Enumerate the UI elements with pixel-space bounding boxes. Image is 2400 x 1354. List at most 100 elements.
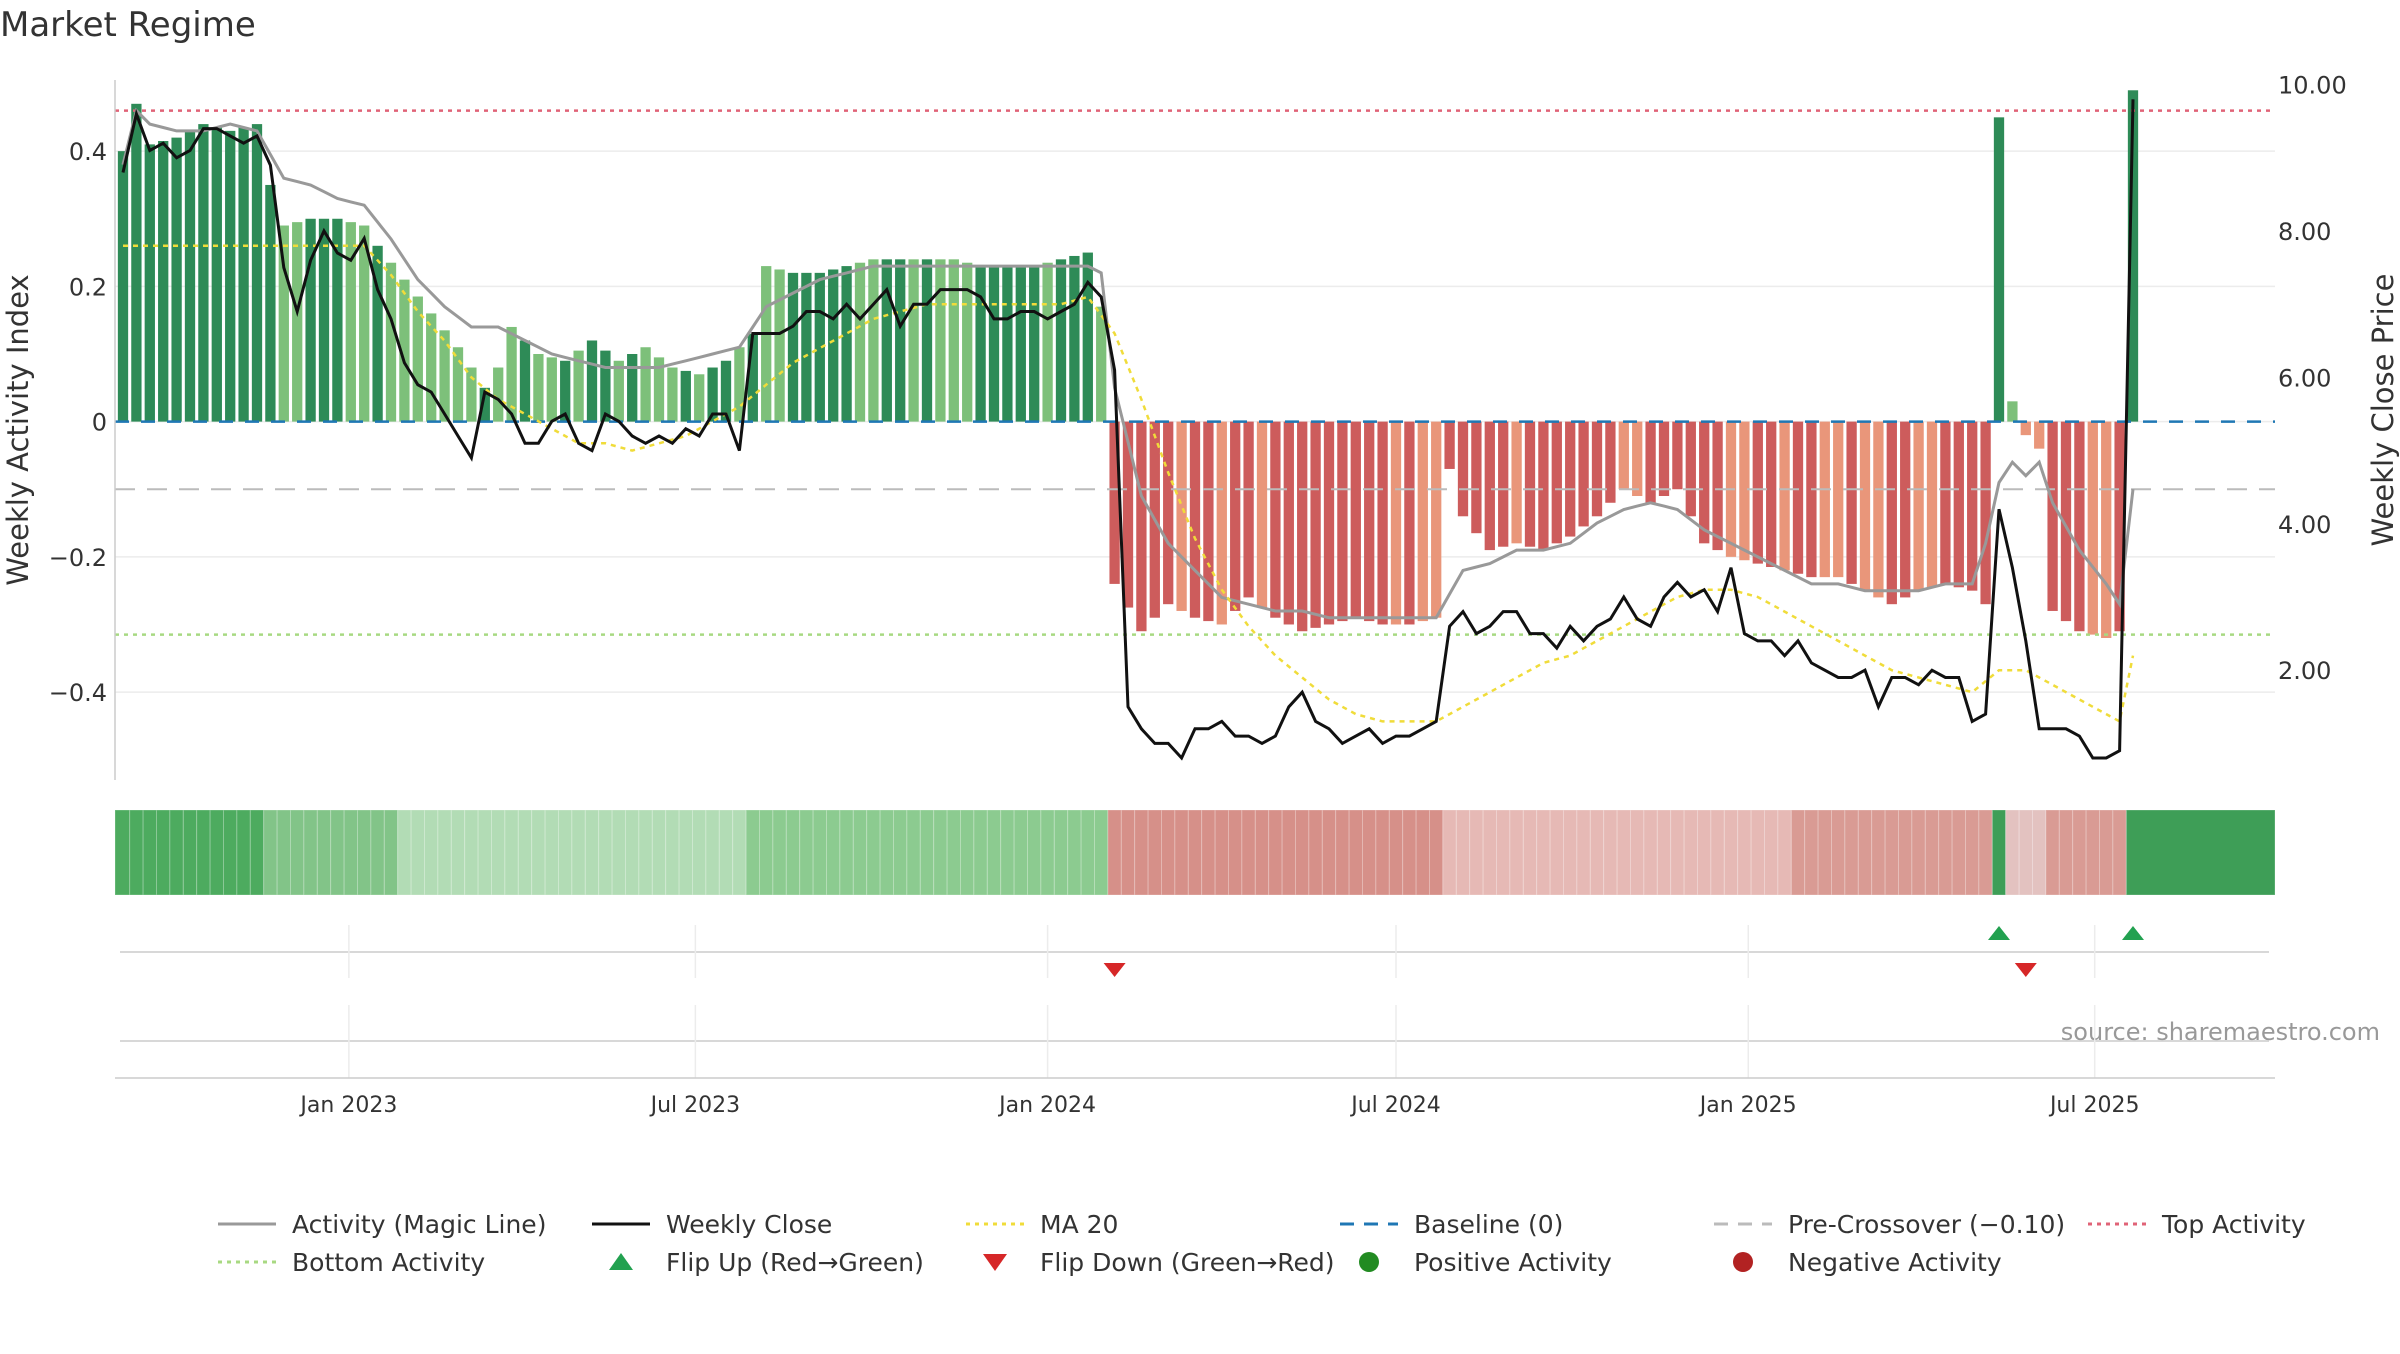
activity-bar — [1873, 421, 1884, 598]
right-tick-label: 10.00 — [2278, 72, 2347, 100]
activity-bar — [1042, 262, 1053, 422]
activity-bar — [466, 367, 477, 422]
left-tick-label: −0.4 — [49, 679, 107, 707]
regime-strip-cell — [1013, 809, 1028, 896]
activity-bar — [533, 354, 544, 422]
regime-strip-cell — [718, 809, 734, 896]
activity-bar — [2127, 90, 2139, 422]
legend-label: Pre-Crossover (−0.10) — [1788, 1210, 2065, 1239]
regime-strip-cell — [276, 809, 292, 896]
activity-bar — [399, 279, 410, 422]
regime-strip-cell — [1750, 809, 1765, 896]
regime-strip-cell — [799, 809, 814, 896]
flip-down-marker — [1103, 963, 1126, 977]
activity-bar — [2060, 421, 2072, 622]
activity-bar — [1431, 421, 1442, 618]
legend-item: Negative Activity — [1733, 1248, 2002, 1277]
legend-label: Weekly Close — [666, 1210, 832, 1239]
activity-bar — [828, 269, 839, 422]
regime-strip-cell — [1616, 809, 1631, 896]
activity-bar — [627, 354, 638, 422]
activity-bar — [1618, 421, 1629, 490]
regime-strip-cell — [424, 809, 439, 896]
activity-bar — [1256, 421, 1268, 608]
regime-strip-cell — [906, 809, 921, 896]
regime-strip-cell — [1161, 809, 1176, 896]
activity-bar — [1029, 266, 1040, 422]
regime-strip-cell — [1871, 809, 1886, 896]
regime-strip-cell — [879, 809, 894, 896]
regime-strip-cell — [1482, 809, 1497, 896]
activity-bar — [560, 360, 571, 422]
activity-bar — [546, 357, 557, 422]
regime-strip-cell — [785, 809, 801, 896]
regime-strip-cell — [1911, 809, 1926, 896]
regime-strip-cell — [919, 809, 935, 896]
activity-bar — [1819, 421, 1830, 578]
chart-title: Market Regime — [0, 5, 256, 45]
regime-strip-cell — [1764, 809, 1779, 896]
regime-strip-cell — [223, 809, 238, 896]
activity-bar — [1082, 252, 1093, 422]
activity-bar — [1578, 421, 1589, 527]
activity-bar — [198, 124, 209, 422]
activity-bar — [1846, 421, 1857, 584]
regime-strip-cell — [1268, 809, 1283, 896]
right-tick-label: 2.00 — [2278, 657, 2331, 685]
activity-bar — [332, 218, 343, 422]
activity-bar — [1002, 266, 1013, 422]
activity-bar — [251, 124, 263, 422]
source-label: source: sharemaestro.com — [2061, 1018, 2380, 1046]
regime-strip-cell — [1080, 809, 1095, 896]
activity-bar — [1913, 421, 1924, 591]
regime-strip-cell — [2112, 809, 2127, 896]
bars-layer — [117, 90, 2139, 638]
regime-strip-cell — [611, 809, 626, 896]
regime-strip-cell — [1455, 809, 1471, 896]
regime-strip-cell — [1027, 809, 1042, 896]
regime-strip-cell — [517, 809, 533, 896]
activity-bar — [1699, 421, 1710, 544]
legend-label: MA 20 — [1040, 1210, 1118, 1239]
regime-strip-cell — [1790, 809, 1806, 896]
activity-bar — [1953, 421, 1964, 588]
activity-bar — [1779, 421, 1790, 571]
regime-strip-cell — [249, 809, 265, 896]
activity-bar — [1163, 421, 1174, 605]
regime-strip-cell — [839, 809, 854, 896]
regime-strip-cell — [1214, 809, 1229, 896]
x-tick-label: Jan 2024 — [997, 1093, 1096, 1118]
regime-strip-cell — [1134, 809, 1149, 896]
regime-strip-cell — [1844, 809, 1859, 896]
regime-strip-cell — [1965, 809, 1980, 896]
activity-bar — [1632, 421, 1643, 496]
regime-strip — [114, 809, 2276, 896]
activity-bar — [1136, 421, 1147, 632]
activity-bar — [962, 262, 973, 422]
activity-bar — [640, 347, 651, 422]
activity-bar — [345, 222, 356, 422]
flip-down-marker — [2014, 963, 2037, 977]
regime-strip-cell — [1107, 809, 1122, 896]
regime-strip-cell — [397, 809, 412, 896]
activity-bar — [988, 266, 1000, 422]
activity-bar — [935, 259, 946, 422]
legend-item: Flip Down (Green→Red) — [983, 1248, 1335, 1277]
regime-strip-cell — [236, 809, 251, 896]
legend-label: Top Activity — [2161, 1210, 2306, 1239]
activity-bar — [1122, 421, 1134, 608]
right-tick-label: 6.00 — [2278, 364, 2331, 392]
regime-strip-cell — [946, 809, 961, 896]
regime-strip-cell — [1335, 809, 1350, 896]
activity-bar — [653, 357, 665, 422]
activity-bar — [694, 374, 705, 422]
activity-bar — [292, 222, 303, 422]
activity-bar — [171, 137, 182, 422]
regime-strip-cell — [893, 809, 908, 896]
regime-strip-cell — [1375, 809, 1390, 896]
activity-bar — [1216, 421, 1227, 625]
activity-bar — [117, 151, 129, 422]
activity-bar — [1484, 421, 1495, 551]
activity-bar — [265, 184, 276, 422]
regime-strip-cell — [705, 809, 720, 896]
